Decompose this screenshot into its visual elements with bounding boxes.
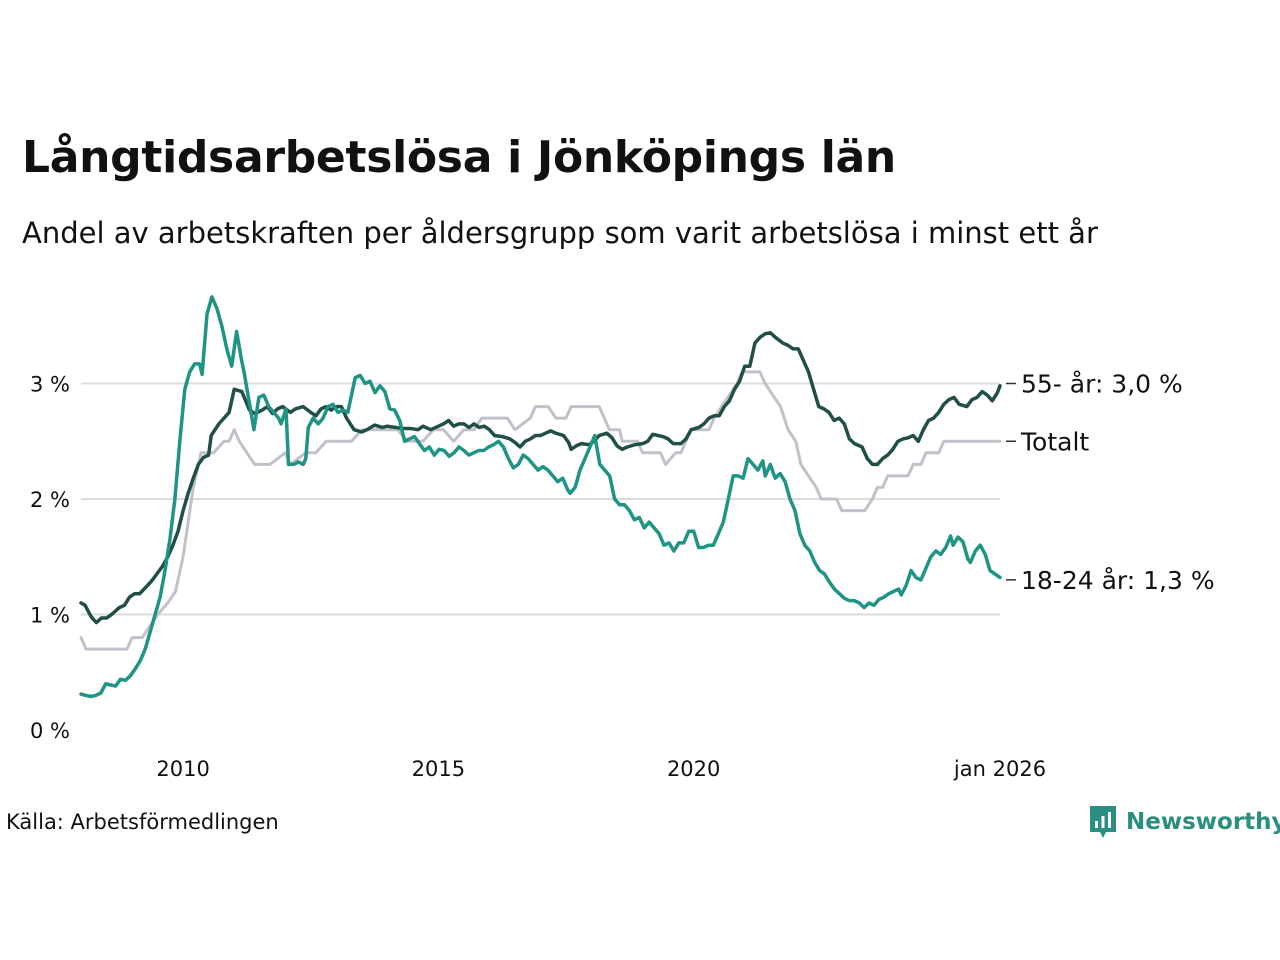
page-subtitle: Andel av arbetskraften per åldersgrupp s… xyxy=(22,216,1098,250)
end-label-older: 55- år: 3,0 % xyxy=(1021,370,1183,399)
x-axis-ticks: 2010 2015 2020 jan 2026 xyxy=(156,757,1046,781)
newsworthy-logo-icon xyxy=(1090,806,1116,838)
end-labels: Totalt 55- år: 3,0 % 18-24 år: 1,3 % xyxy=(1006,370,1215,595)
line-chart: 0 % 1 % 2 % 3 % 2010 2015 2020 jan 2026 Totalt… xyxy=(30,295,1215,781)
end-label-total: Totalt xyxy=(1020,427,1089,456)
grid-lines xyxy=(81,382,1000,616)
source-note: Källa: Arbetsförmedlingen xyxy=(6,810,279,834)
y-tick-label: 3 % xyxy=(30,373,70,397)
x-tick-label: jan 2026 xyxy=(953,757,1046,781)
y-tick-label: 1 % xyxy=(30,604,70,628)
end-label-young: 18-24 år: 1,3 % xyxy=(1021,566,1215,595)
y-axis-ticks: 0 % 1 % 2 % 3 % xyxy=(30,373,70,744)
series-line-young xyxy=(79,295,1002,699)
y-tick-label: 0 % xyxy=(30,719,70,743)
brand-name: Newsworthy xyxy=(1126,809,1280,835)
brand-logo: Newsworthy xyxy=(1088,804,1280,840)
series-lines xyxy=(79,295,1002,699)
x-tick-label: 2010 xyxy=(156,757,209,781)
x-tick-label: 2020 xyxy=(667,757,720,781)
series-line-total xyxy=(79,370,1002,651)
series-line-older xyxy=(79,330,1002,625)
page-title: Långtidsarbetslösa i Jönköpings län xyxy=(22,132,896,183)
x-tick-label: 2015 xyxy=(412,757,465,781)
y-tick-label: 2 % xyxy=(30,488,70,512)
